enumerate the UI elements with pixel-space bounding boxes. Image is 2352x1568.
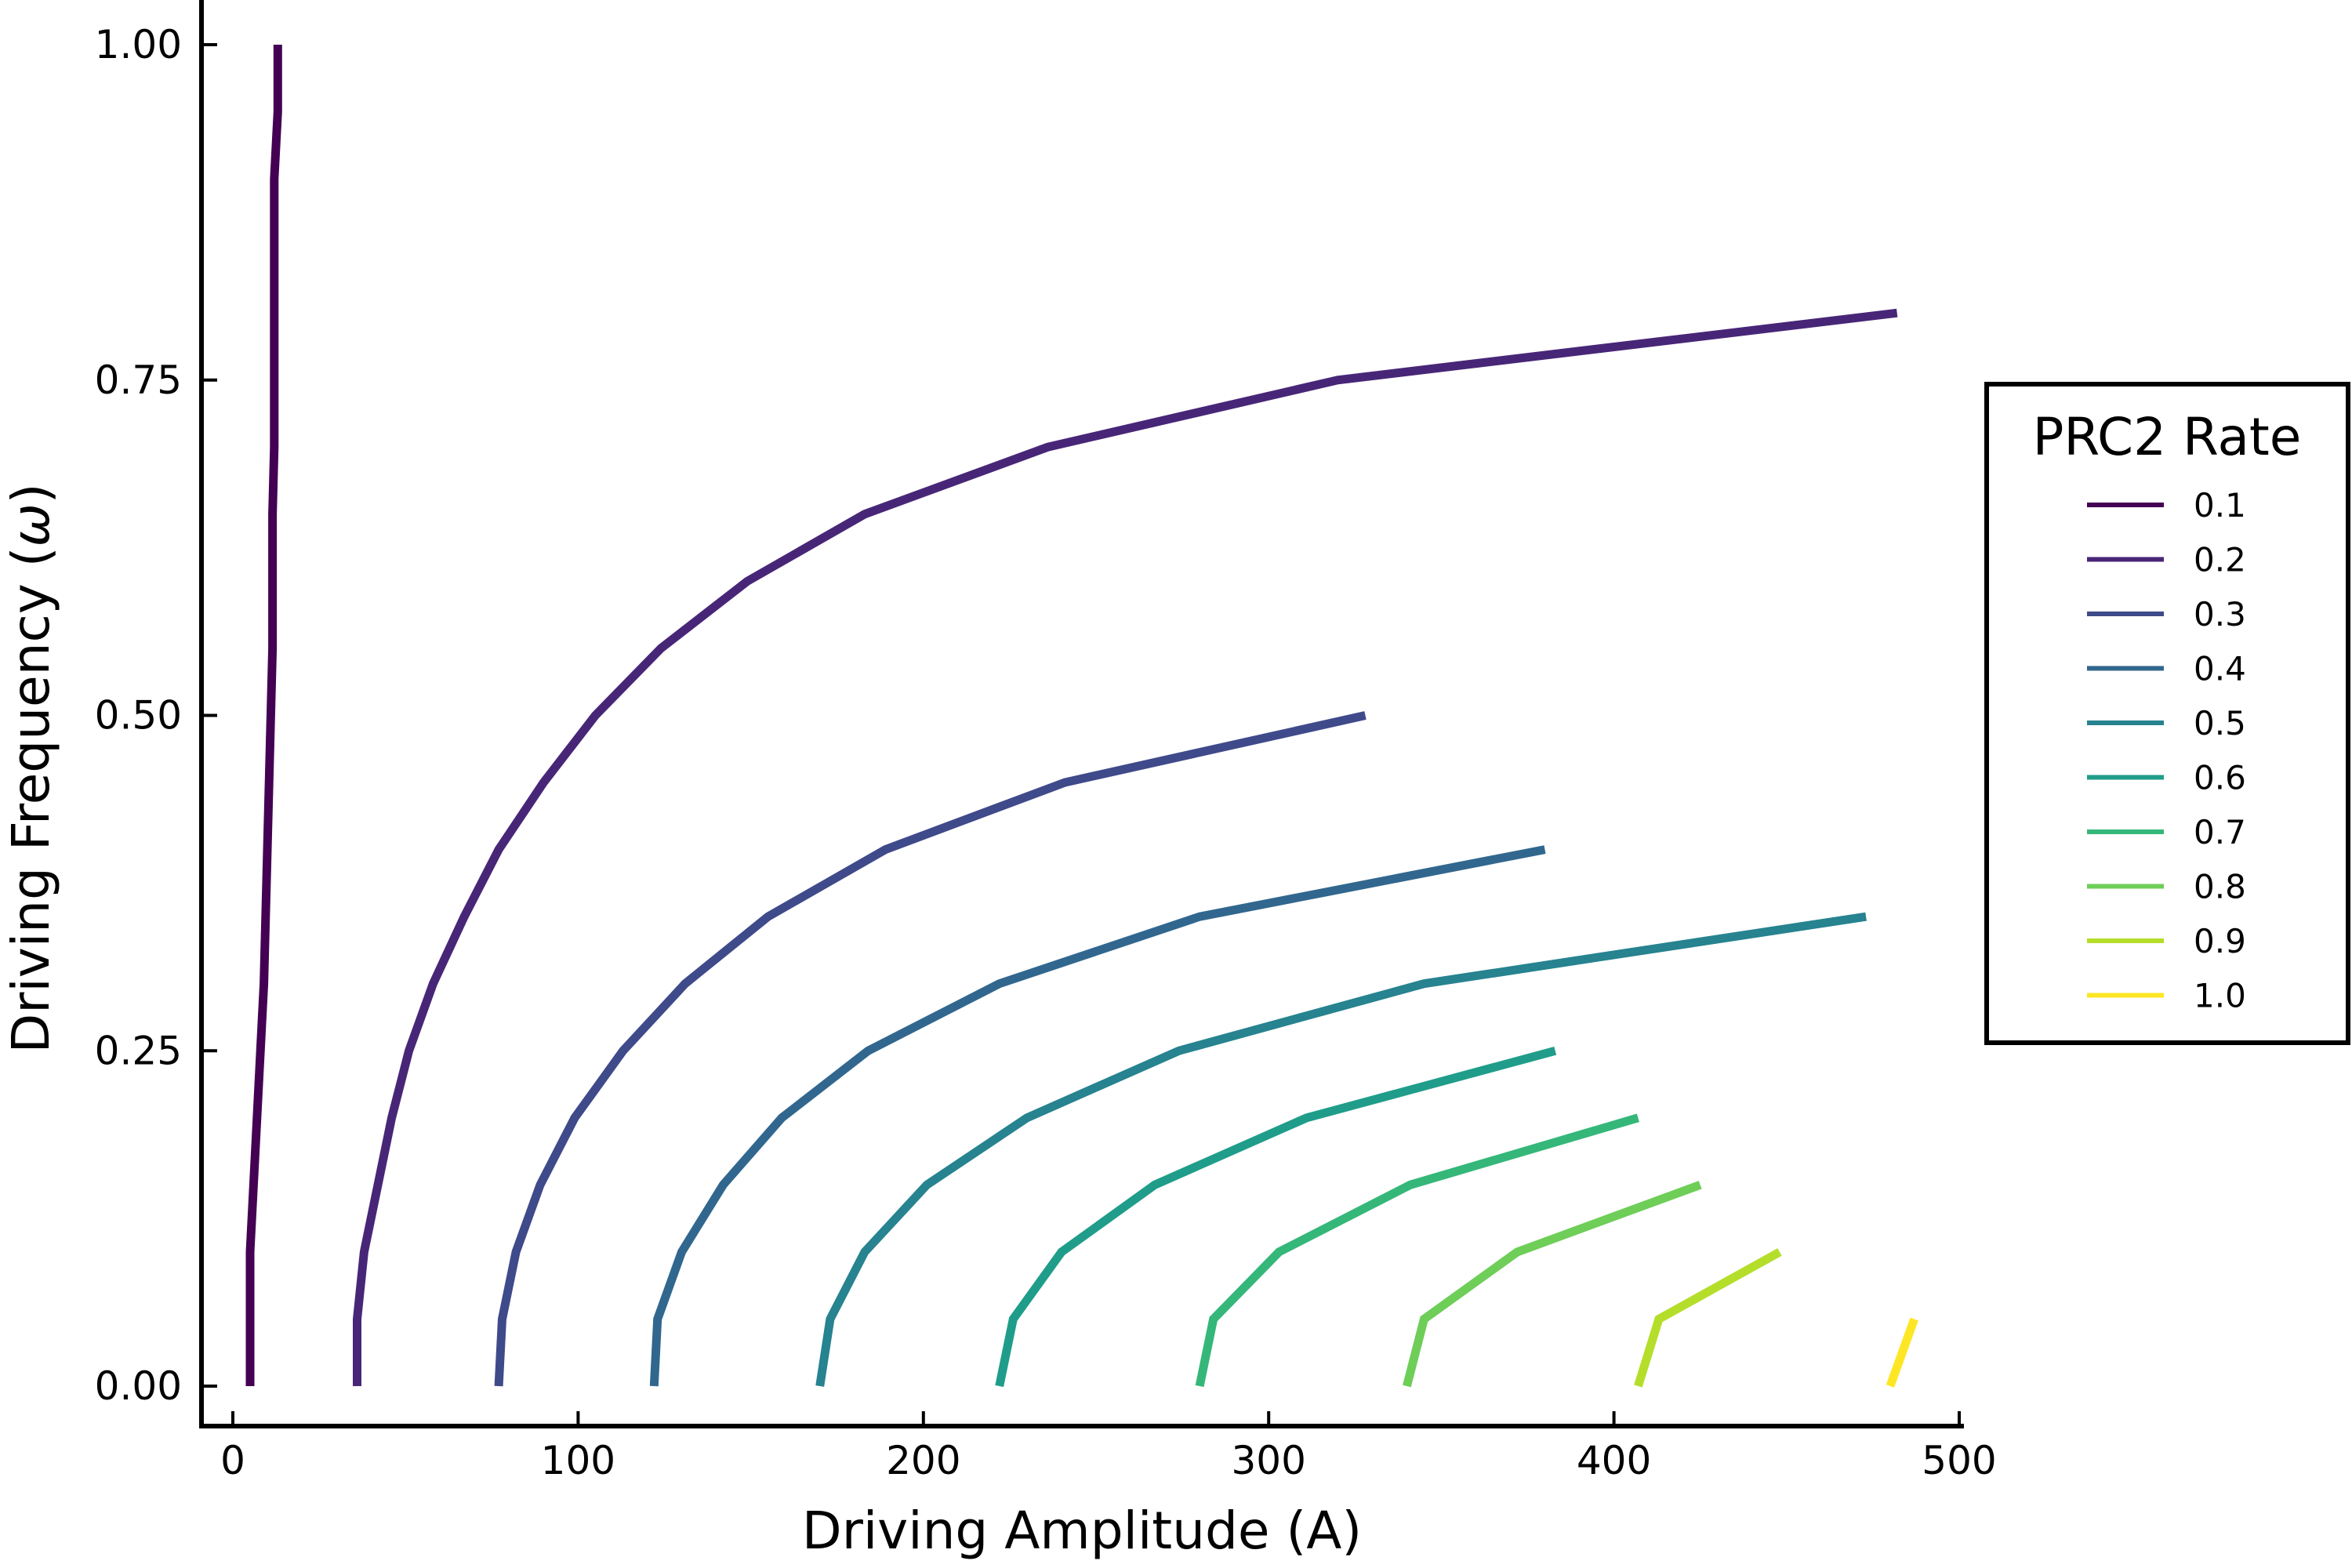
series-line-0.3 xyxy=(494,711,1367,1387)
series-line-0.7 xyxy=(1195,1113,1639,1388)
x-tick-label: 400 xyxy=(1577,1438,1651,1483)
series-line-0.5 xyxy=(815,912,1867,1387)
series-line-0.6 xyxy=(995,1046,1557,1388)
legend-label-0.2: 0.2 xyxy=(2194,541,2246,579)
y-tick-label: 0.50 xyxy=(95,693,182,739)
plot-area xyxy=(245,45,1918,1388)
x-ticks: 0 100 200 300 400 500 xyxy=(220,1411,1997,1483)
legend-label-1.0: 1.0 xyxy=(2194,977,2246,1015)
legend-label-0.1: 0.1 xyxy=(2194,486,2246,524)
axes: 0 100 200 300 400 500 0.00 0.25 0.50 0.75 1.00 xyxy=(95,0,1997,1483)
y-axis-title-main: Driving Frequency ( xyxy=(1,546,61,1053)
y-tick-label: 1.00 xyxy=(95,22,182,67)
x-tick-label: 200 xyxy=(886,1438,960,1483)
legend-label-0.9: 0.9 xyxy=(2194,922,2246,960)
series-layer xyxy=(245,45,1918,1388)
legend-title: PRC2 Rate xyxy=(2033,407,2302,467)
x-tick-label: 500 xyxy=(1922,1438,1996,1483)
legend: PRC2 Rate 0.1 0.2 0.3 0.4 0.5 0.6 0.7 0.8 0.9 1.0 xyxy=(1984,382,2350,1045)
y-axis-title: Driving Frequency (ω) xyxy=(1,483,61,1053)
x-tick-label: 300 xyxy=(1231,1438,1305,1483)
y-ticks: 0.00 0.25 0.50 0.75 1.00 xyxy=(95,22,217,1409)
series-line-0.2 xyxy=(353,308,1898,1386)
series-line-0.1 xyxy=(245,45,282,1386)
x-tick-label: 0 xyxy=(220,1438,245,1483)
legend-label-0.5: 0.5 xyxy=(2194,704,2246,742)
x-axis-title: Driving Amplitude (A) xyxy=(802,1501,1362,1561)
series-line-0.9 xyxy=(1634,1248,1782,1388)
y-tick-label: 0.25 xyxy=(95,1028,182,1073)
legend-label-0.8: 0.8 xyxy=(2194,868,2246,906)
y-tick-label: 0.00 xyxy=(95,1363,182,1409)
y-axis-title-symbol: ω xyxy=(1,503,61,546)
y-axis-title-tail: ) xyxy=(1,483,61,503)
legend-label-0.4: 0.4 xyxy=(2194,650,2246,688)
series-line-1.0 xyxy=(1886,1317,1918,1388)
series-line-0.8 xyxy=(1403,1181,1702,1388)
legend-box xyxy=(1984,382,2350,1045)
legend-label-0.6: 0.6 xyxy=(2194,759,2246,797)
legend-entries: 0.1 0.2 0.3 0.4 0.5 0.6 0.7 0.8 0.9 1.0 xyxy=(2087,486,2246,1015)
series-line-0.4 xyxy=(649,845,1546,1387)
y-tick-label: 0.75 xyxy=(95,358,182,403)
x-tick-label: 100 xyxy=(541,1438,615,1483)
legend-label-0.3: 0.3 xyxy=(2194,595,2246,633)
legend-label-0.7: 0.7 xyxy=(2194,813,2246,851)
